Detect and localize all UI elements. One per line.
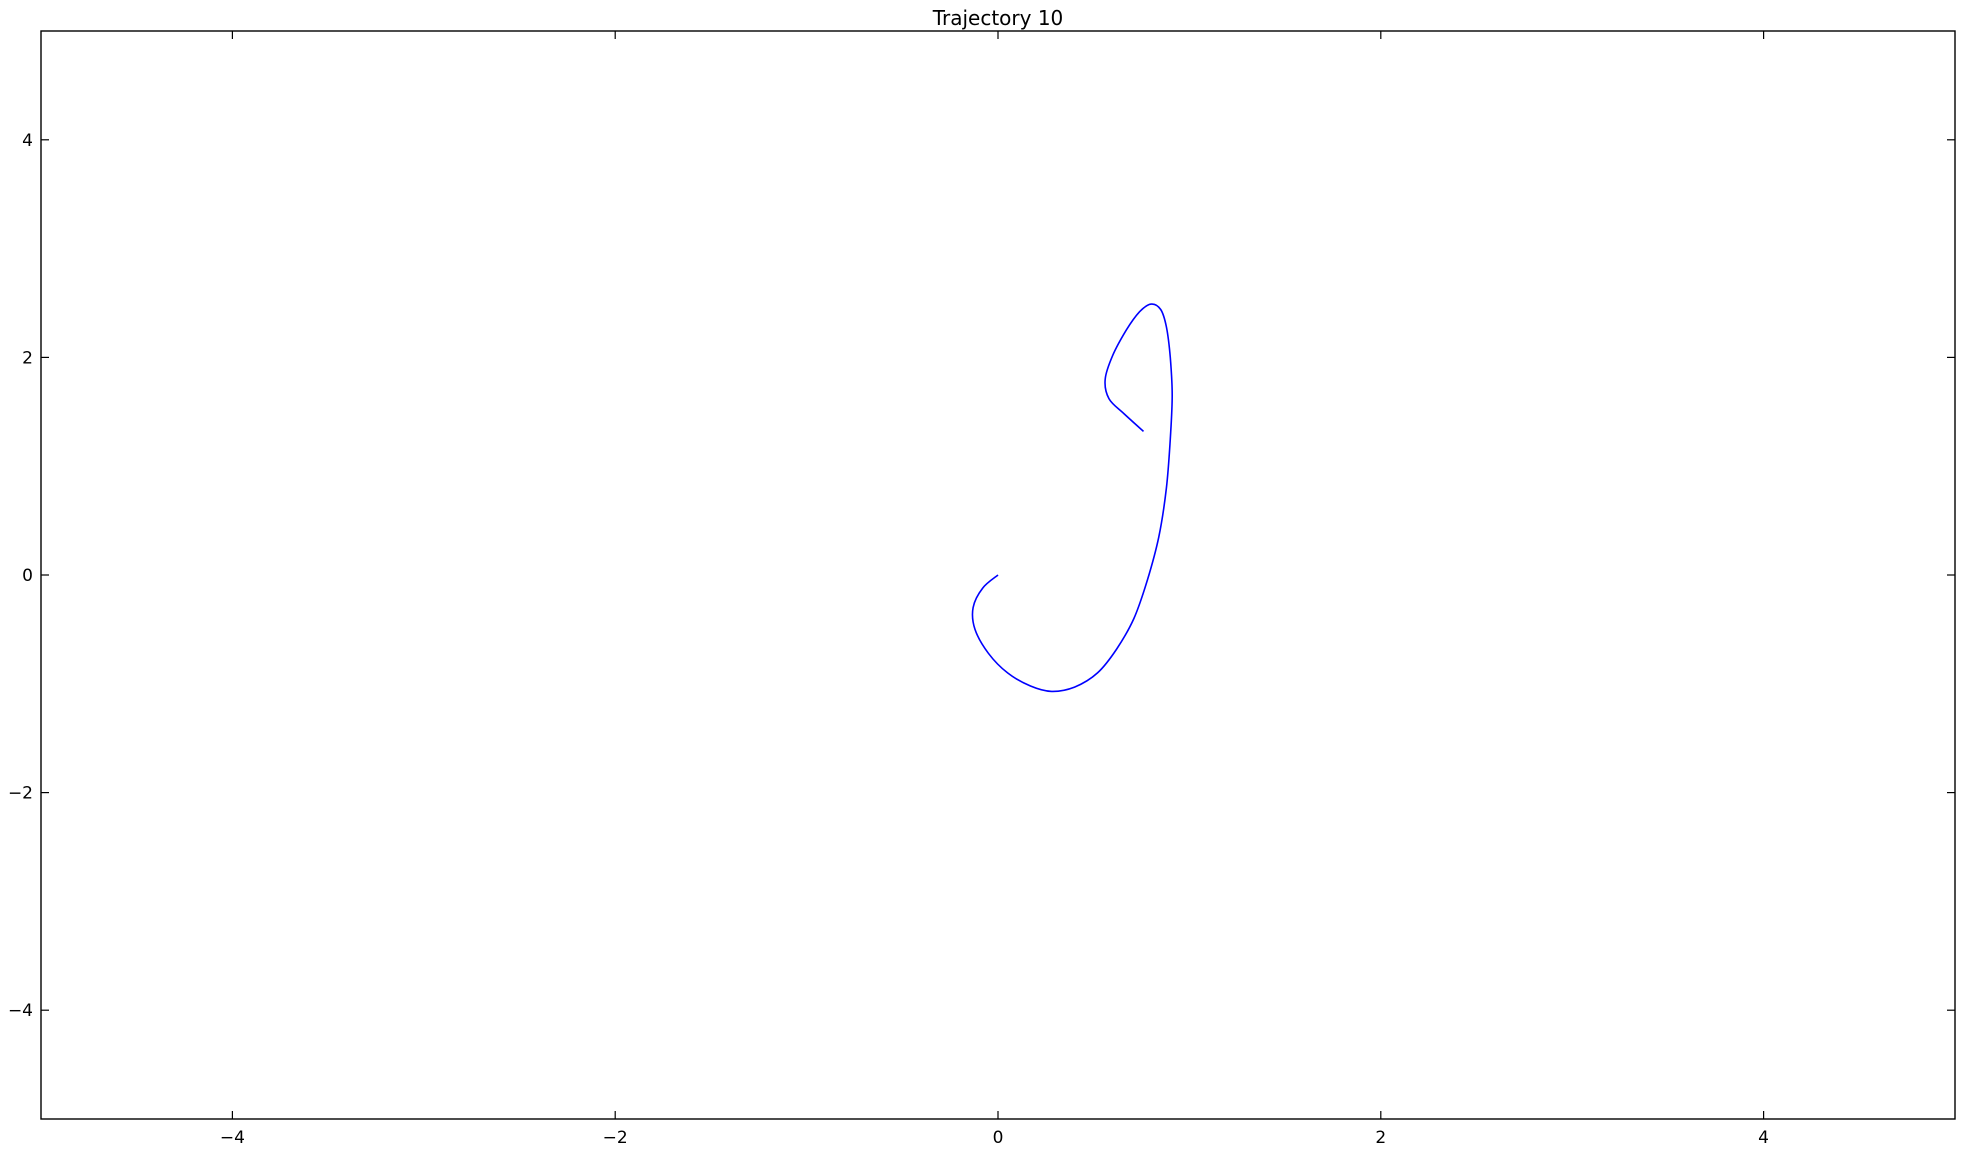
ticks-layer: −4 −2 0 2 4 −4 −2 0 2 4 (8, 31, 1955, 1148)
trajectory-line (971, 303, 1174, 693)
y-tick-label: 4 (22, 131, 33, 151)
x-tick-label: 4 (1758, 1128, 1769, 1148)
x-tick-label: −4 (220, 1128, 245, 1148)
series-layer (971, 303, 1174, 693)
y-tick-label: 0 (22, 566, 33, 586)
plot-frame (40, 30, 1956, 1120)
y-tick-label: 2 (22, 348, 33, 368)
y-tick-label: −4 (8, 1001, 33, 1021)
y-tick-label: −2 (8, 784, 33, 804)
chart-title: Trajectory 10 (932, 6, 1064, 30)
x-tick-label: 0 (993, 1128, 1004, 1148)
x-tick-label: 2 (1375, 1128, 1386, 1148)
x-tick-label: −2 (603, 1128, 628, 1148)
